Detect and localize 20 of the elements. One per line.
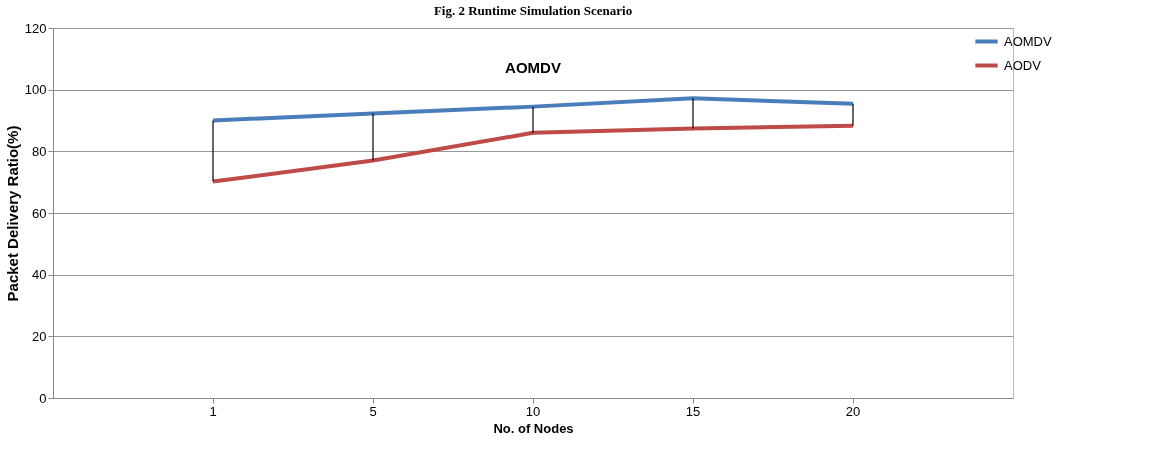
text: AOMDV [505,59,561,76]
caption: Fig. 2 Runtime Simulation Scenario [433,3,633,18]
x-tick-label: 1 [209,403,217,419]
y-tick-label: 60 [32,205,47,221]
y-tick-label: 120 [24,20,47,36]
y-tick-label: 20 [32,328,47,344]
legend-label: AODV [1004,57,1042,73]
x-tick-label: 5 [369,403,377,419]
x-tick-label: 10 [525,403,541,419]
y-tick-label: 100 [24,82,47,98]
x-tick-label: 20 [845,403,861,419]
y-tick-label: 0 [39,390,47,406]
line-series [211,123,855,184]
x-tick-label: 15 [685,403,701,419]
legend-label: AOMDV [1004,33,1052,49]
x-axis-title: No. of Nodes [493,420,574,436]
y-axis-title: Packet Delivery Ratio(%) [3,125,21,302]
y-tick-label: 40 [32,267,47,283]
line-series [211,96,855,123]
y-tick-label: 80 [32,143,47,159]
